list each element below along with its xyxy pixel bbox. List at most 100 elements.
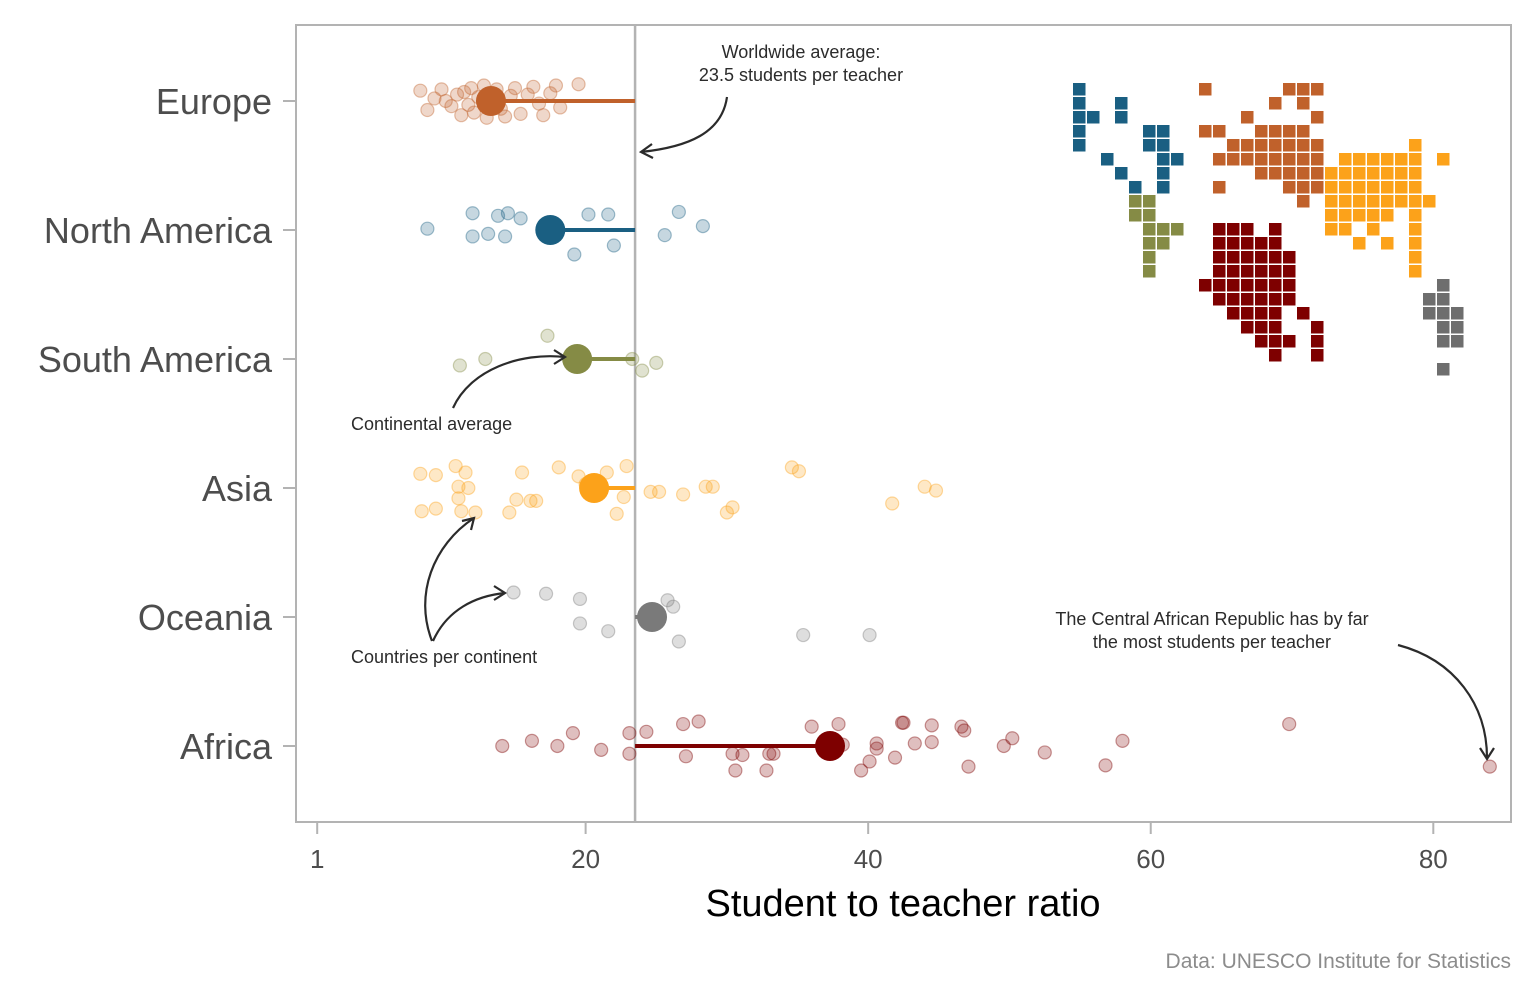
country-point-africa [676, 716, 691, 732]
car-arrowhead [1479, 747, 1495, 762]
country-point-europe [497, 109, 513, 124]
x-tick-label-1: 1 [310, 844, 324, 874]
tile-europe [1297, 167, 1310, 180]
tile-africa [1241, 223, 1254, 236]
tile-africa [1227, 279, 1240, 292]
country-point-north-america [465, 206, 480, 221]
tile-europe [1269, 167, 1282, 180]
y-label-europe: Europe [156, 81, 272, 122]
country-point-asia [413, 466, 428, 481]
tile-europe [1227, 153, 1240, 166]
tile-oceania [1451, 335, 1464, 348]
country-point-north-america [581, 207, 596, 222]
tile-europe [1311, 83, 1324, 96]
tile-south-america [1157, 237, 1170, 250]
tile-africa [1241, 293, 1254, 306]
country-point-north-america [465, 229, 480, 244]
tile-south-america [1143, 209, 1156, 222]
tile-asia [1381, 181, 1394, 194]
car-arrow [1397, 643, 1489, 759]
country-point-oceania [671, 634, 686, 649]
x-tick-label-20: 20 [571, 844, 600, 874]
country-point-north-america [481, 226, 496, 241]
country-point-africa [1115, 733, 1130, 748]
tile-europe [1269, 97, 1282, 110]
country-point-europe [520, 87, 535, 102]
tile-asia [1353, 181, 1366, 194]
x-axis-title: Student to teacher ratio [705, 883, 1100, 925]
tile-europe [1311, 139, 1324, 152]
x-tick-label-60: 60 [1136, 844, 1165, 874]
tile-oceania [1437, 363, 1450, 376]
country-point-asia [928, 483, 944, 498]
country-point-europe [461, 97, 476, 112]
country-point-asia [514, 465, 530, 480]
tile-africa [1269, 251, 1282, 264]
country-point-africa [766, 746, 781, 761]
tile-europe [1283, 167, 1296, 180]
country-point-africa [887, 750, 903, 765]
tile-europe [1297, 195, 1310, 208]
country-point-asia [529, 493, 544, 508]
country-point-africa [1482, 759, 1497, 774]
tile-asia [1409, 265, 1422, 278]
tile-europe [1269, 125, 1282, 138]
country-point-africa [924, 735, 939, 750]
country-point-africa [831, 716, 846, 732]
tile-africa [1283, 293, 1296, 306]
tile-oceania [1437, 279, 1450, 292]
tile-europe [1283, 83, 1296, 96]
country-point-north-america [420, 221, 435, 236]
tile-africa [1255, 321, 1268, 334]
tile-africa [1311, 321, 1324, 334]
tile-africa [1213, 251, 1226, 264]
average-point-north-america [535, 215, 566, 245]
country-point-oceania [660, 593, 675, 608]
tile-africa [1269, 279, 1282, 292]
country-point-africa [622, 746, 637, 761]
tile-europe [1283, 181, 1296, 194]
average-point-europe [475, 86, 506, 116]
tile-asia [1353, 195, 1366, 208]
country-point-africa [691, 714, 706, 729]
country-point-africa [762, 746, 777, 761]
country-point-north-america [490, 208, 506, 223]
country-point-asia [784, 460, 799, 475]
tile-north-america [1087, 111, 1100, 124]
tile-africa [1255, 335, 1268, 348]
tile-south-america [1143, 251, 1156, 264]
country-point-asia [551, 460, 566, 475]
country-point-africa [894, 715, 910, 730]
y-label-north-america: North America [44, 210, 273, 251]
tile-africa [1269, 349, 1282, 362]
country-point-south-america [540, 328, 555, 343]
tile-north-america [1157, 167, 1170, 180]
country-point-africa [996, 738, 1011, 754]
tile-europe [1297, 153, 1310, 166]
tile-asia [1325, 195, 1338, 208]
country-point-asia [461, 480, 476, 496]
tile-south-america [1143, 223, 1156, 236]
car-annotation-line2: the most students per teacher [1093, 632, 1331, 652]
country-point-oceania [572, 591, 588, 607]
tile-asia [1339, 209, 1352, 222]
worldwide-average-annotation-line2: 23.5 students per teacher [699, 65, 903, 85]
country-point-asia [725, 500, 740, 515]
country-point-oceania [796, 627, 811, 643]
tile-africa [1241, 307, 1254, 320]
countries-arrow-right-head [493, 585, 508, 601]
tile-north-america [1073, 125, 1086, 138]
annotations: Worldwide average: 23.5 students per tea… [351, 42, 1495, 762]
tile-africa [1255, 279, 1268, 292]
tile-europe [1213, 181, 1226, 194]
tile-africa [1283, 265, 1296, 278]
country-point-asia [468, 505, 483, 520]
country-point-europe [457, 84, 472, 100]
country-point-europe [438, 93, 453, 109]
tile-asia [1409, 167, 1422, 180]
x-tick-label-40: 40 [854, 844, 883, 874]
tile-europe [1213, 125, 1226, 138]
country-point-north-america [657, 228, 672, 243]
countries-arrow-up-head [461, 516, 476, 531]
